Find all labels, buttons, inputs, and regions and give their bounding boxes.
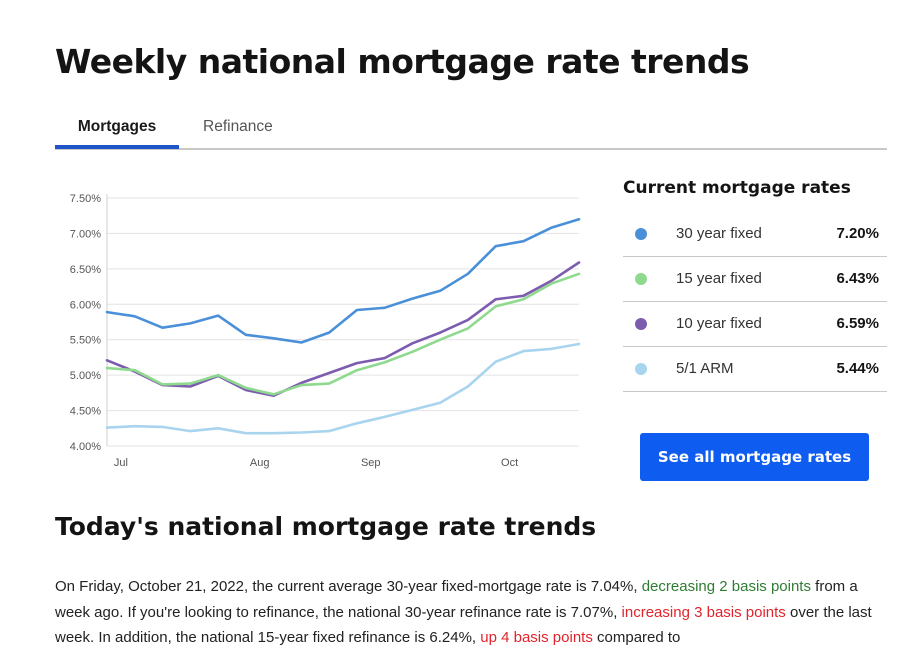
legend-dot-icon	[635, 228, 647, 240]
rate-value: 7.20%	[836, 225, 879, 242]
rate-value: 6.59%	[836, 315, 879, 332]
y-tick-label: 4.00%	[70, 441, 101, 453]
rate-name: 5/1 ARM	[676, 360, 734, 377]
rate-row-10-year: 10 year fixed 6.59%	[623, 302, 887, 347]
summary-text: On Friday, October 21, 2022, the current…	[55, 578, 642, 595]
chart-axis-labels: 4.00% 4.50% 5.00% 5.50% 6.00% 6.50% 7.00% 7.50%…	[70, 193, 518, 469]
tab-refinance[interactable]: Refinance	[203, 118, 273, 135]
y-tick-label: 7.50%	[70, 193, 101, 205]
series-line-30-year-fixed	[105, 217, 581, 344]
rate-row-5-1-arm: 5/1 ARM 5.44%	[623, 347, 887, 392]
rate-name: 30 year fixed	[676, 225, 762, 242]
legend-dot-icon	[635, 363, 647, 375]
legend-dot-icon	[635, 273, 647, 285]
page-title: Weekly national mortgage rate trends	[55, 42, 750, 81]
x-tick-label: Aug	[250, 457, 270, 469]
y-tick-label: 7.00%	[70, 228, 101, 240]
chart-gridlines	[106, 194, 579, 447]
y-tick-label: 6.50%	[70, 264, 101, 276]
x-tick-label: Jul	[114, 457, 128, 469]
y-tick-label: 6.00%	[70, 299, 101, 311]
rate-name: 10 year fixed	[676, 315, 762, 332]
y-tick-label: 5.00%	[70, 370, 101, 382]
change-refi-30yr-link[interactable]: increasing 3 basis points	[621, 603, 786, 621]
rate-value: 5.44%	[836, 360, 879, 377]
tab-bar: Mortgages Refinance	[55, 108, 887, 150]
rate-name: 15 year fixed	[676, 270, 762, 287]
rate-value: 6.43%	[836, 270, 879, 287]
see-all-rates-button[interactable]: See all mortgage rates	[640, 433, 869, 481]
x-tick-label: Sep	[361, 457, 381, 469]
summary-text: over the last week. In addition, the nat…	[55, 603, 872, 647]
y-tick-label: 4.50%	[70, 406, 101, 418]
summary-text: compared to	[592, 629, 681, 646]
section-title: Today's national mortgage rate trends	[55, 512, 597, 541]
rate-row-15-year: 15 year fixed 6.43%	[623, 257, 887, 302]
summary-text: from a week ago. If you're looking to re…	[55, 578, 858, 621]
change-refi-15yr-link[interactable]: up 4 basis points	[480, 629, 593, 646]
rates-panel-title: Current mortgage rates	[623, 178, 851, 198]
y-tick-label: 5.50%	[70, 335, 101, 347]
series-line-5-1-arm	[105, 342, 581, 435]
x-tick-label: Oct	[501, 457, 518, 469]
chart-lines	[105, 217, 581, 435]
series-line-15-year-fixed	[105, 272, 581, 396]
series-line-10-year-fixed	[105, 261, 581, 397]
current-rates-list: 30 year fixed 7.20% 15 year fixed 6.43% …	[623, 212, 887, 392]
legend-dot-icon	[635, 318, 647, 330]
rate-row-30-year: 30 year fixed 7.20%	[623, 212, 887, 257]
rate-trend-chart: 4.00% 4.50% 5.00% 5.50% 6.00% 6.50% 7.00% 7.50%…	[70, 193, 581, 469]
rate-summary-paragraph: On Friday, October 21, 2022, the current…	[55, 574, 887, 651]
tab-mortgages[interactable]: Mortgages	[55, 108, 179, 149]
change-30yr-link[interactable]: decreasing 2 basis points	[641, 578, 811, 595]
